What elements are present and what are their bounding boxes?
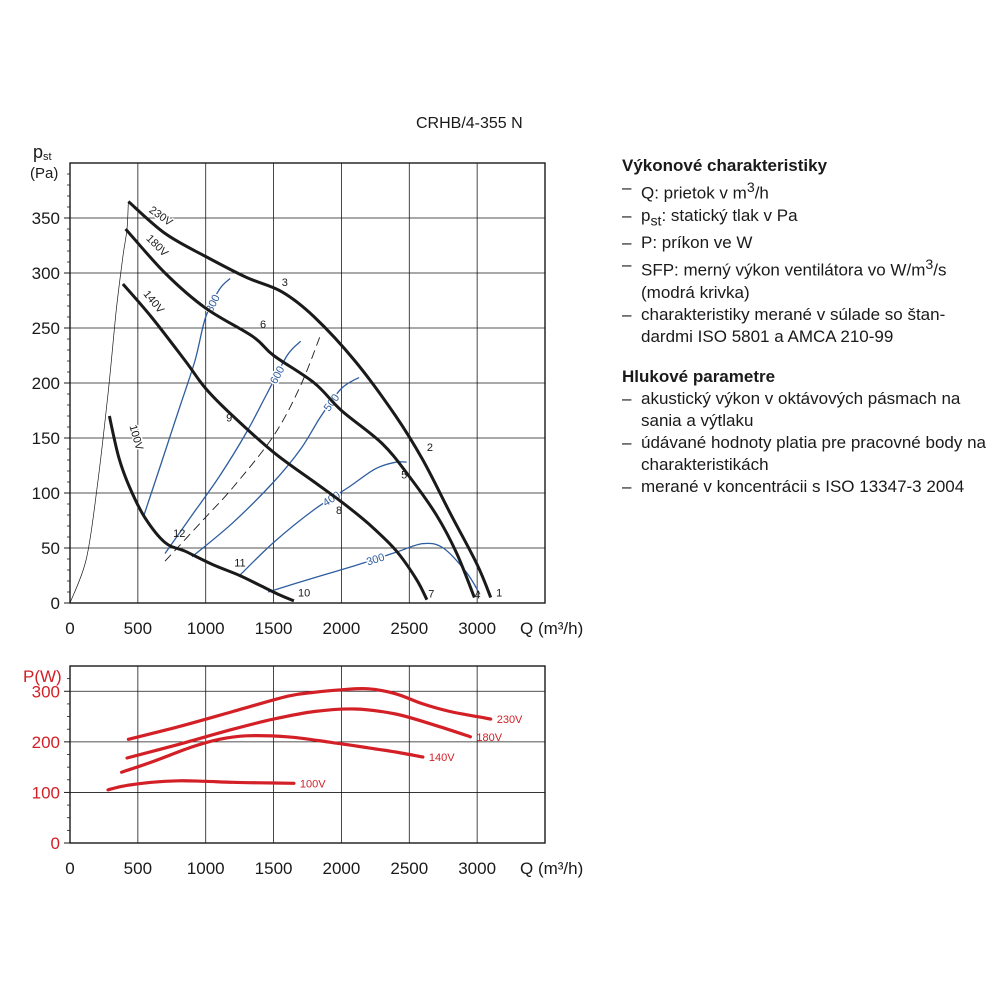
power-x-axis-label: Q (m³/h): [520, 859, 583, 878]
pressure-x-tick-label: 1500: [255, 619, 293, 638]
legend-item-sfp: SFP: merný výkon ventilátora vo W/m3/s (…: [622, 254, 992, 304]
operating-point-label: 8: [336, 505, 342, 517]
power-curve: [120, 734, 425, 774]
sfp-curve: [164, 340, 302, 554]
fan-curve: [127, 200, 493, 599]
fan-curve-label: 140V: [141, 288, 167, 316]
legend-list-performance: Q: prietok v m3/h pst: statický tlak v P…: [622, 177, 992, 348]
legend-panel: Výkonové charakteristiky Q: prietok v m3…: [622, 155, 992, 516]
pressure-y-tick-label: 50: [41, 539, 60, 558]
pressure-y-tick-label: 250: [32, 319, 60, 338]
system-curve: [69, 201, 129, 604]
sfp-curve: [142, 278, 231, 518]
operating-point-label: 1: [496, 587, 502, 599]
operating-point-label: 2: [427, 442, 433, 454]
operating-point-label: 3: [282, 277, 288, 289]
pressure-y-tick-label: 100: [32, 484, 60, 503]
legend-heading-noise: Hlukové parametre: [622, 366, 776, 386]
chart-title: CRHB/4-355 N: [416, 115, 523, 132]
system-curve: [164, 333, 322, 562]
operating-point-label: 9: [226, 413, 232, 425]
sfp-curve: [239, 461, 407, 576]
pressure-x-tick-label: 3000: [458, 619, 496, 638]
fan-curve: [121, 283, 429, 601]
legend-list-noise: akustický výkon v oktávových pásmach na …: [622, 388, 992, 498]
power-curve-label: 180V: [476, 732, 502, 744]
power-x-tick-label: 1500: [255, 859, 293, 878]
legend-item-values: údávané hodnoty platia pre pracovné body…: [622, 432, 992, 476]
power-curve-label: 230V: [497, 714, 523, 726]
pressure-y-tick-label: 150: [32, 429, 60, 448]
legend-item-pressure: pst: statický tlak v Pa: [622, 205, 992, 232]
legend-item-measured: merané v koncentrácii s ISO 13347-3 2004: [622, 476, 992, 498]
pressure-x-tick-label: 1000: [187, 619, 225, 638]
pressure-x-axis-label: Q (m³/h): [520, 619, 583, 638]
power-x-tick-label: 1000: [187, 859, 225, 878]
pressure-x-tick-label: 0: [65, 619, 74, 638]
power-y-axis-label: P(W): [23, 667, 62, 686]
legend-item-acoustic: akustický výkon v oktávových pásmach na …: [622, 388, 992, 432]
pressure-y-tick-label: 200: [32, 374, 60, 393]
pressure-y-axis-subscript: st: [43, 151, 52, 163]
operating-point-label: 12: [173, 528, 185, 540]
operating-point-label: 4: [474, 590, 480, 602]
pressure-chart: 0 500 1000 1500 2000 2500 3000 0 50 100 150 200 250 3…: [30, 115, 583, 638]
fan-curve-label: 230V: [147, 204, 175, 229]
fan-curve: [124, 227, 476, 599]
power-x-tick-label: 0: [65, 859, 74, 878]
power-curve-label: 100V: [300, 778, 326, 790]
operating-point-label: 6: [260, 319, 266, 331]
operating-point-label: 10: [298, 587, 310, 599]
sfp-curve-label: 800: [204, 293, 223, 315]
power-x-tick-label: 2000: [323, 859, 361, 878]
operating-point-label: 11: [234, 558, 245, 570]
power-x-tick-label: 500: [124, 859, 152, 878]
pressure-y-tick-label: 300: [32, 264, 60, 283]
sfp-curve: [191, 376, 360, 558]
power-curve: [126, 686, 493, 741]
power-curve: [125, 707, 472, 760]
fan-curve: [107, 415, 295, 603]
pressure-x-tick-label: 500: [124, 619, 152, 638]
legend-item-power: P: príkon ve W: [622, 232, 992, 254]
power-x-tick-label: 2500: [390, 859, 428, 878]
pressure-x-tick-label: 2000: [323, 619, 361, 638]
operating-point-label: 5: [401, 470, 407, 482]
legend-item-standards: charakteristiky merané v súlade so štan-…: [622, 304, 992, 348]
legend-heading-performance: Výkonové charakteristiky: [622, 156, 828, 175]
operating-point-label: 7: [428, 589, 434, 601]
power-y-tick-label: 300: [32, 682, 60, 701]
power-curve: [106, 779, 296, 792]
pressure-y-axis-label: pst: [33, 142, 52, 163]
pressure-y-tick-label: 0: [51, 594, 60, 613]
power-y-tick-label: 100: [32, 783, 60, 802]
pressure-y-tick-label: 350: [32, 209, 60, 228]
power-y-tick-label: 200: [32, 733, 60, 752]
power-x-tick-label: 3000: [458, 859, 496, 878]
pressure-x-tick-label: 2500: [390, 619, 428, 638]
sfp-curve-label: 300: [365, 551, 386, 568]
power-curve-label: 140V: [429, 752, 455, 764]
legend-item-flow: Q: prietok v m3/h: [622, 177, 992, 205]
power-y-tick-label: 0: [51, 834, 60, 853]
pressure-y-axis-unit: (Pa): [30, 165, 58, 182]
